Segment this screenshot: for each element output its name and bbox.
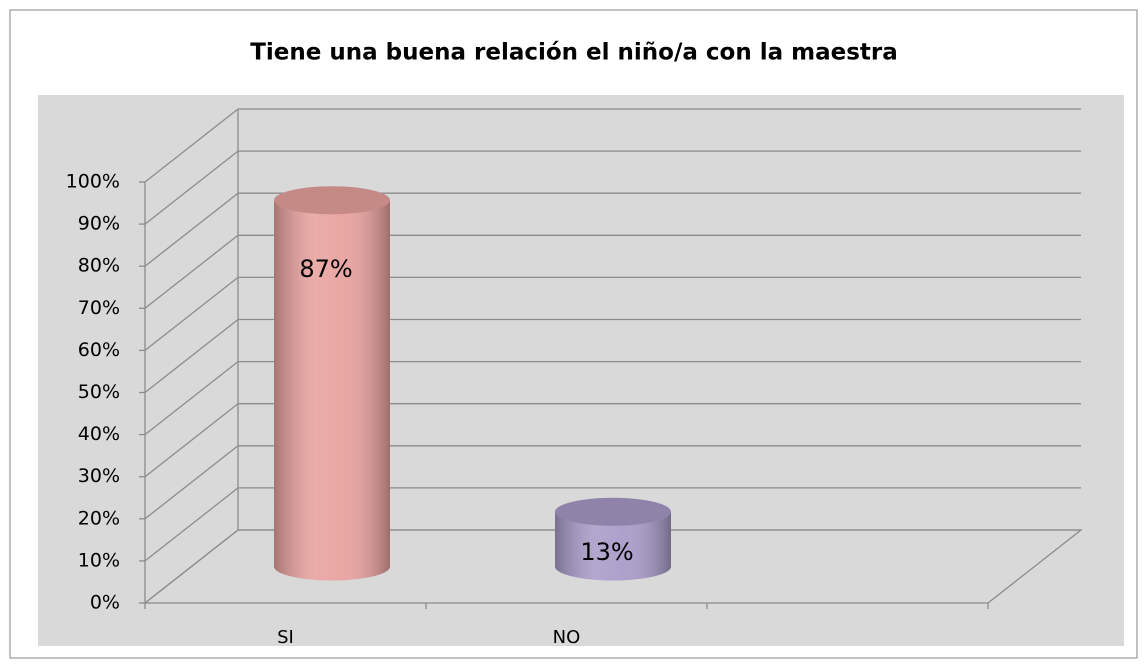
y-tick-label: 80% (78, 255, 120, 277)
value-label: 13% (580, 538, 633, 566)
x-tick-label: NO (553, 627, 581, 648)
grid-line-side (144, 108, 239, 183)
cylinder-shading (555, 511, 671, 581)
grid-line-side (144, 403, 239, 478)
grid-line-side (144, 276, 239, 351)
y-tick-label: 0% (90, 592, 120, 614)
value-label: 87% (299, 255, 352, 283)
y-tick-label: 100% (66, 171, 120, 193)
grid-line-side (144, 445, 239, 520)
y-tick-label: 20% (78, 507, 120, 529)
y-tick-label: 40% (78, 423, 120, 445)
y-tick-label: 60% (78, 339, 120, 361)
cylinder-top (555, 497, 671, 526)
grid-line-side (144, 487, 239, 562)
chart-title: Tiene una buena relación el niño/a con l… (250, 40, 898, 66)
y-tick-label: 90% (78, 213, 120, 235)
x-tick-label: SI (277, 627, 294, 648)
y-tick-label: 10% (78, 549, 120, 571)
y-tick-label: 30% (78, 465, 120, 487)
cylinder-top-shade (555, 497, 671, 526)
y-tick-label: 70% (78, 297, 120, 319)
cylinder-top (274, 186, 390, 215)
grid-line-side (144, 150, 239, 225)
cylinder-top-shade (274, 186, 390, 215)
grid-line-side (144, 192, 239, 267)
cylinder-shading (274, 200, 390, 581)
y-tick-label: 50% (78, 381, 120, 403)
grid-line-side (144, 234, 239, 309)
grid-line-side (144, 318, 239, 394)
grid-line-side (144, 529, 239, 604)
grid-line-side (144, 361, 239, 436)
